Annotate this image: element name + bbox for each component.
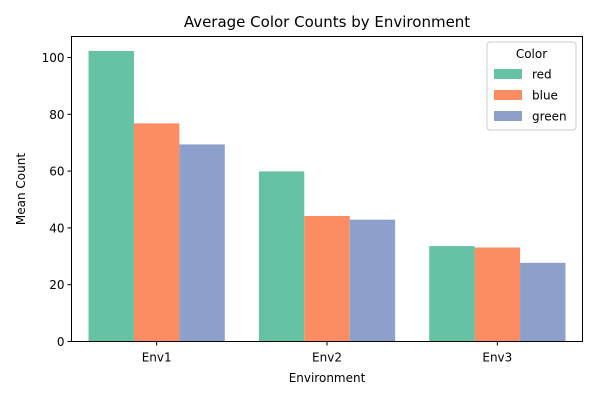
bar-green-env2 bbox=[349, 219, 396, 342]
x-tick-label: Env1 bbox=[142, 351, 172, 365]
legend-swatch-green bbox=[494, 111, 522, 121]
legend-frame bbox=[486, 41, 577, 131]
x-tick-label: Env3 bbox=[482, 351, 512, 365]
y-tick-label: 80 bbox=[49, 108, 64, 122]
bar-red-env3 bbox=[429, 246, 475, 342]
legend-swatch-blue bbox=[494, 90, 522, 100]
plot-area bbox=[88, 50, 566, 342]
y-tick-label: 40 bbox=[49, 221, 64, 235]
bar-red-env1 bbox=[88, 50, 134, 342]
bar-green-env1 bbox=[179, 144, 225, 342]
legend-swatch-red bbox=[494, 69, 522, 79]
x-tick-label: Env2 bbox=[312, 351, 342, 365]
legend-label-red: red bbox=[532, 68, 552, 82]
legend: Color red blue green bbox=[486, 41, 577, 131]
chart-title: Average Color Counts by Environment bbox=[184, 13, 470, 31]
legend-label-green: green bbox=[532, 110, 567, 124]
y-tick-label: 20 bbox=[49, 278, 64, 292]
y-tick-label: 60 bbox=[49, 165, 64, 179]
y-axis-label: Mean Count bbox=[14, 153, 28, 225]
y-axis: 0 20 40 60 80 100 bbox=[42, 51, 72, 349]
legend-title: Color bbox=[516, 47, 547, 61]
y-tick-label: 100 bbox=[42, 51, 65, 65]
bar-blue-env1 bbox=[133, 123, 180, 342]
bar-green-env3 bbox=[520, 262, 566, 342]
x-axis-label: Environment bbox=[289, 371, 366, 385]
bar-red-env2 bbox=[258, 171, 305, 342]
bar-blue-env2 bbox=[304, 215, 350, 342]
x-axis: Env1 Env2 Env3 bbox=[142, 341, 512, 365]
legend-label-blue: blue bbox=[532, 89, 558, 103]
y-tick-label: 0 bbox=[57, 335, 65, 349]
bar-blue-env3 bbox=[474, 247, 521, 342]
